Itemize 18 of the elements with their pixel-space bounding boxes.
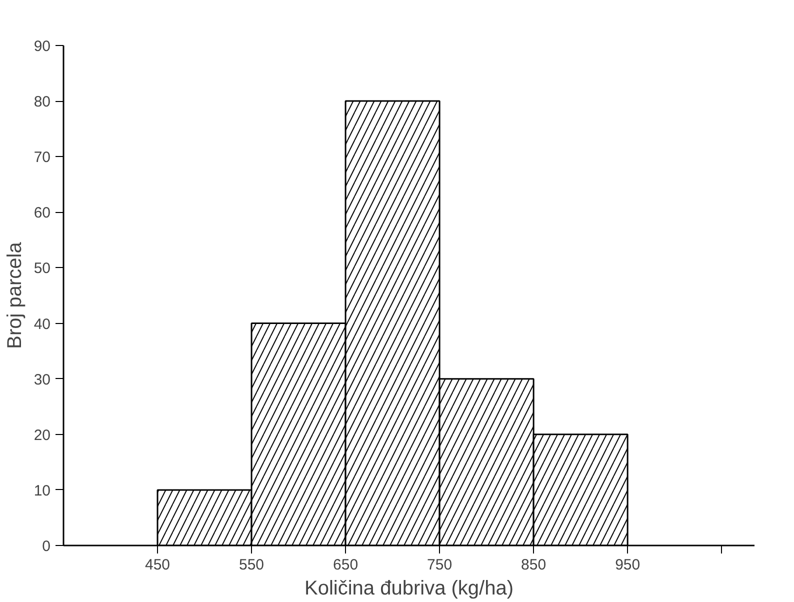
y-tick-label: 90 bbox=[34, 38, 51, 55]
x-tick-label: 450 bbox=[145, 556, 170, 574]
y-tick-label: 80 bbox=[34, 94, 51, 111]
x-tick-label: 550 bbox=[239, 556, 264, 574]
x-axis-title: Količina đubriva (kg/ha) bbox=[304, 578, 514, 600]
y-axis-title: Broj parcela bbox=[4, 241, 26, 349]
x-tick-label: 850 bbox=[521, 556, 546, 574]
y-tick-label: 50 bbox=[34, 260, 51, 278]
y-tick-label: 60 bbox=[34, 204, 51, 222]
y-tick-label: 70 bbox=[34, 149, 51, 166]
x-tick-label: 650 bbox=[333, 556, 358, 574]
y-tick-label: 10 bbox=[34, 482, 51, 500]
x-tick-label: 750 bbox=[427, 556, 452, 574]
y-tick-label: 0 bbox=[42, 538, 50, 555]
x-tick-label: 950 bbox=[615, 556, 640, 574]
y-tick-label: 40 bbox=[34, 316, 51, 333]
y-tick-label: 30 bbox=[34, 371, 51, 388]
y-tick-label: 20 bbox=[34, 426, 51, 444]
